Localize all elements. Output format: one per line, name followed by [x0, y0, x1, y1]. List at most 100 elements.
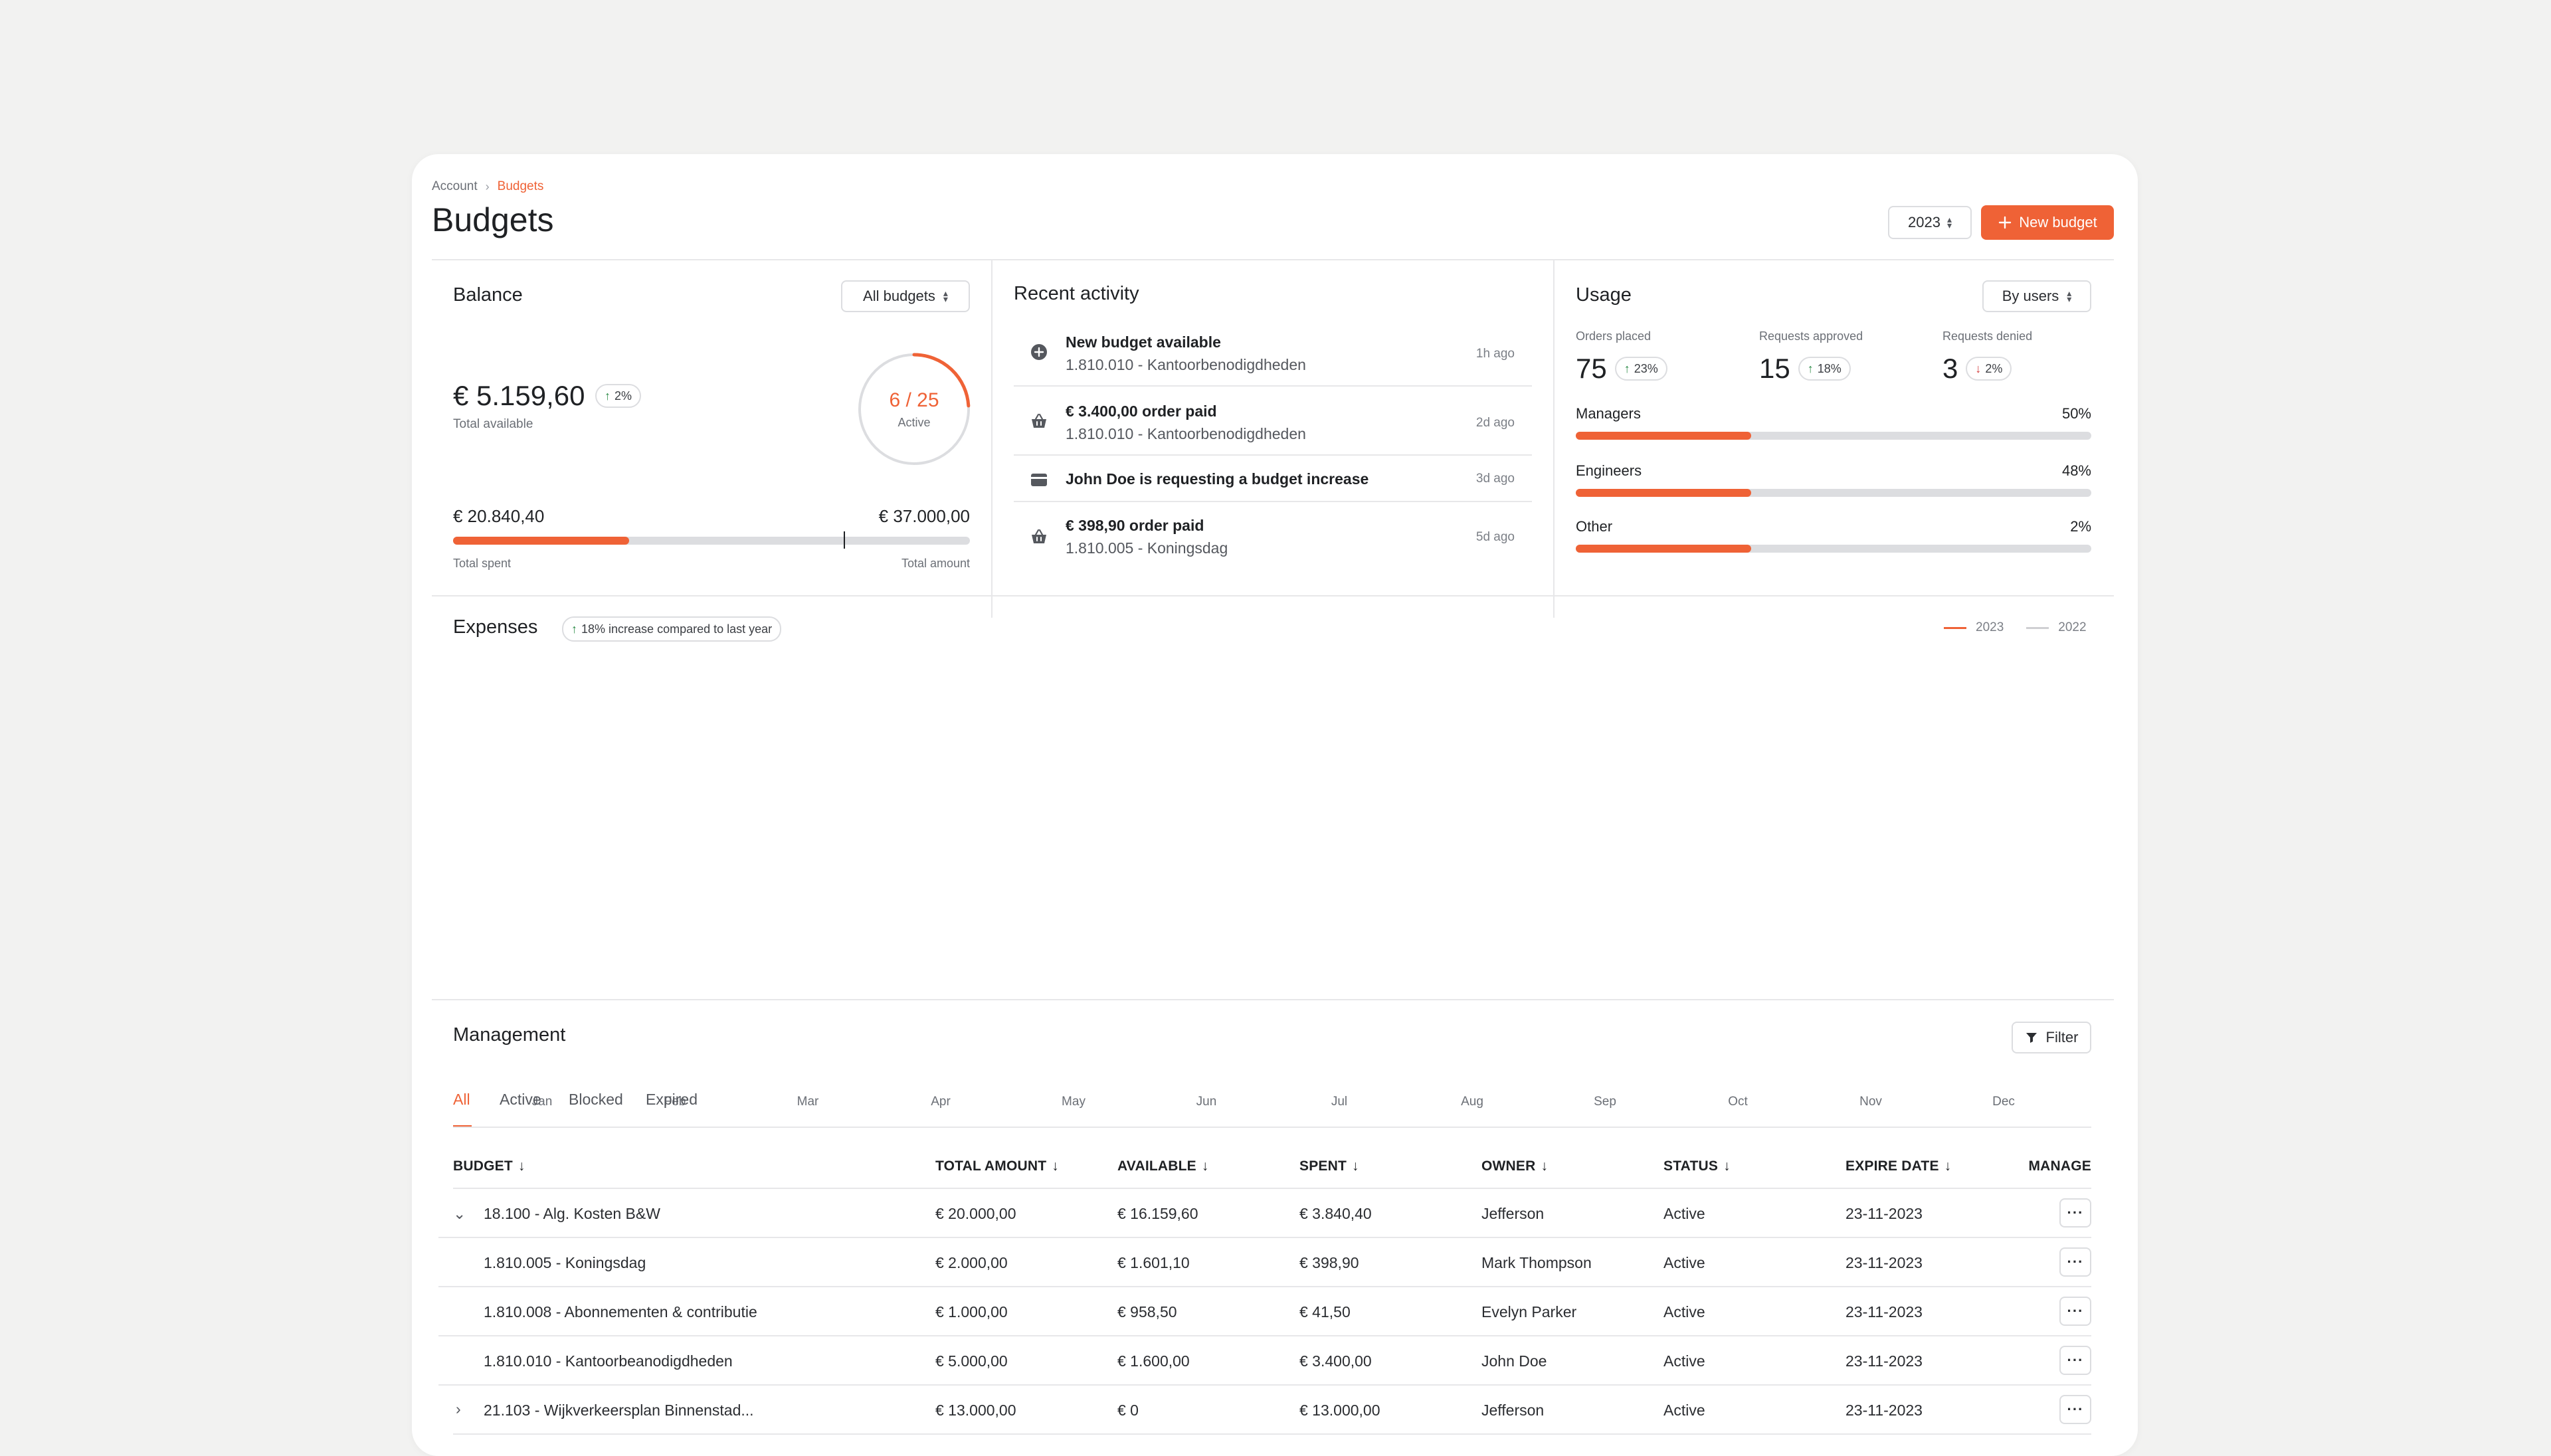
usage-group-engineers: Engineers 48%: [1576, 462, 2091, 497]
header-label: AVAILABLE: [1117, 1158, 1196, 1174]
recent-activity-title: Recent activity: [1014, 283, 1139, 304]
activity-time: 3d ago: [1475, 472, 1515, 486]
activity-item[interactable]: € 3.400,00 order paid 1.810.010 - Kantoo…: [1014, 387, 1532, 456]
stat-value: 3: [1942, 353, 1958, 384]
header-spent[interactable]: SPENT ↓: [1299, 1158, 1359, 1174]
header-label: SPENT: [1299, 1158, 1347, 1174]
header-manage: MANAGE: [2028, 1158, 2091, 1174]
chevron-down-icon[interactable]: ⌄: [453, 1205, 466, 1222]
new-budget-button[interactable]: New budget: [1981, 205, 2114, 240]
cell-budget: 1.810.008 - Abonnementen & contributie: [484, 1303, 757, 1320]
by-users-select[interactable]: By users ▴ ▾: [1982, 280, 2091, 312]
activity-item[interactable]: € 398,90 order paid 1.810.005 - Koningsd…: [1014, 502, 1532, 569]
header-status[interactable]: STATUS ↓: [1663, 1158, 1731, 1174]
more-options-button[interactable]: ···: [2059, 1297, 2091, 1326]
cell-spent: € 3.840,40: [1299, 1205, 1372, 1222]
activity-time: 5d ago: [1475, 530, 1515, 544]
divider: [432, 999, 2114, 1000]
breadcrumb-account-link[interactable]: Account: [432, 179, 478, 193]
legend-swatch-2023: [1944, 626, 1966, 629]
plus-icon: [1999, 216, 2012, 229]
sort-arrow-icon: ↓: [1201, 1158, 1209, 1174]
cell-expire-date: 23-11-2023: [1845, 1352, 1923, 1370]
activity-time: 2d ago: [1475, 416, 1515, 430]
cell-budget: 21.103 - Wijkverkeersplan Binnenstad...: [484, 1402, 754, 1419]
stat-change: 23%: [1634, 361, 1658, 375]
usage-group-label: Engineers: [1576, 462, 1642, 479]
spent-progress-track: [453, 537, 970, 545]
expenses-increase-text: 18% increase compared to last year: [581, 622, 773, 636]
total-spent-label: Total spent: [453, 557, 512, 570]
usage-group-percent: 2%: [2070, 518, 2091, 535]
usage-group-other: Other 2%: [1576, 518, 2091, 553]
stat-requests-approved: Requests approved 15 ↑ 18%: [1759, 329, 1863, 385]
arrow-up-icon: ↑: [1807, 361, 1814, 375]
management-title: Management: [453, 1024, 566, 1046]
budgets-card: Account › Budgets Budgets 2023 ▴ ▾ New bu…: [412, 154, 2138, 1456]
activity-title: John Doe is requesting a budget increase: [1066, 470, 1369, 488]
breadcrumb: Account › Budgets: [432, 179, 543, 194]
total-amount-value: € 37.000,00: [878, 506, 970, 526]
x-tick-label: Feb: [664, 1095, 686, 1109]
activity-item[interactable]: New budget available 1.810.010 - Kantoor…: [1014, 319, 1532, 387]
header-budget[interactable]: BUDGET ↓: [453, 1158, 525, 1174]
usage-progress-fill: [1576, 432, 1751, 440]
x-tick-label: Apr: [931, 1095, 951, 1109]
header-available[interactable]: AVAILABLE ↓: [1117, 1158, 1209, 1174]
activity-title: € 3.400,00 order paid: [1066, 403, 1217, 420]
more-options-button[interactable]: ···: [2059, 1198, 2091, 1228]
expenses-increase-badge: ↑ 18% increase compared to last year: [562, 616, 782, 642]
stat-label: Requests denied: [1942, 329, 2033, 343]
year-select[interactable]: 2023 ▴ ▾: [1888, 206, 1972, 239]
chevron-right-icon[interactable]: ›: [456, 1400, 461, 1417]
breadcrumb-current[interactable]: Budgets: [497, 179, 544, 193]
tab-blocked[interactable]: Blocked: [569, 1091, 623, 1108]
legend-swatch-2022: [2026, 626, 2049, 629]
x-tick-label: Sep: [1594, 1095, 1616, 1109]
progress-ring: [858, 353, 971, 466]
filter-icon: [2026, 1033, 2037, 1043]
usage-progress-track: [1576, 432, 2091, 440]
x-tick-label: Nov: [1859, 1095, 1882, 1109]
usage-group-managers: Managers 50%: [1576, 405, 2091, 440]
cell-owner: Jefferson: [1481, 1402, 1545, 1419]
more-options-button[interactable]: ···: [2059, 1395, 2091, 1424]
x-tick-label: Oct: [1728, 1095, 1748, 1109]
sort-arrow-icon: ↓: [518, 1158, 525, 1174]
progress-marker: [844, 531, 845, 549]
cell-available: € 1.600,00: [1117, 1352, 1190, 1370]
tab-active[interactable]: Active: [500, 1091, 541, 1108]
activity-title: € 398,90 order paid: [1066, 517, 1204, 534]
header-owner[interactable]: OWNER ↓: [1481, 1158, 1548, 1174]
sort-arrow-icon: ↓: [1052, 1158, 1059, 1174]
arrow-down-icon: ↓: [1975, 361, 1982, 375]
activity-item[interactable]: John Doe is requesting a budget increase…: [1014, 456, 1532, 502]
cell-status: Active: [1663, 1303, 1705, 1320]
cell-owner: John Doe: [1481, 1352, 1547, 1370]
header-total-amount[interactable]: TOTAL AMOUNT ↓: [935, 1158, 1059, 1174]
expenses-title: Expenses: [453, 616, 538, 638]
row-divider: [438, 1335, 2091, 1336]
x-tick-label: Jun: [1196, 1095, 1217, 1109]
cell-available: € 0: [1117, 1402, 1139, 1419]
filter-button[interactable]: Filter: [2012, 1022, 2091, 1053]
total-amount-label: Total amount: [901, 557, 970, 570]
balance-title: Balance: [453, 284, 523, 306]
usage-title: Usage: [1576, 284, 1632, 306]
plus-circle-icon: [1030, 343, 1048, 361]
usage-progress-track: [1576, 489, 2091, 497]
header-expire-date[interactable]: EXPIRE DATE ↓: [1845, 1158, 1951, 1174]
tab-all[interactable]: All: [453, 1091, 470, 1108]
divider: [432, 595, 2114, 596]
filter-button-label: Filter: [2045, 1029, 2079, 1046]
by-users-select-value: By users: [2002, 288, 2059, 304]
arrow-up-icon: ↑: [1624, 361, 1630, 375]
more-options-button[interactable]: ···: [2059, 1346, 2091, 1375]
cell-available: € 958,50: [1117, 1303, 1177, 1320]
header-label: OWNER: [1481, 1158, 1536, 1174]
more-options-button[interactable]: ···: [2059, 1247, 2091, 1277]
activity-subtitle: 1.810.005 - Koningsdag: [1066, 539, 1228, 557]
all-budgets-select[interactable]: All budgets ▴ ▾: [841, 280, 970, 312]
row-divider: [438, 1384, 2091, 1386]
tab-expired[interactable]: Expired: [646, 1091, 698, 1108]
